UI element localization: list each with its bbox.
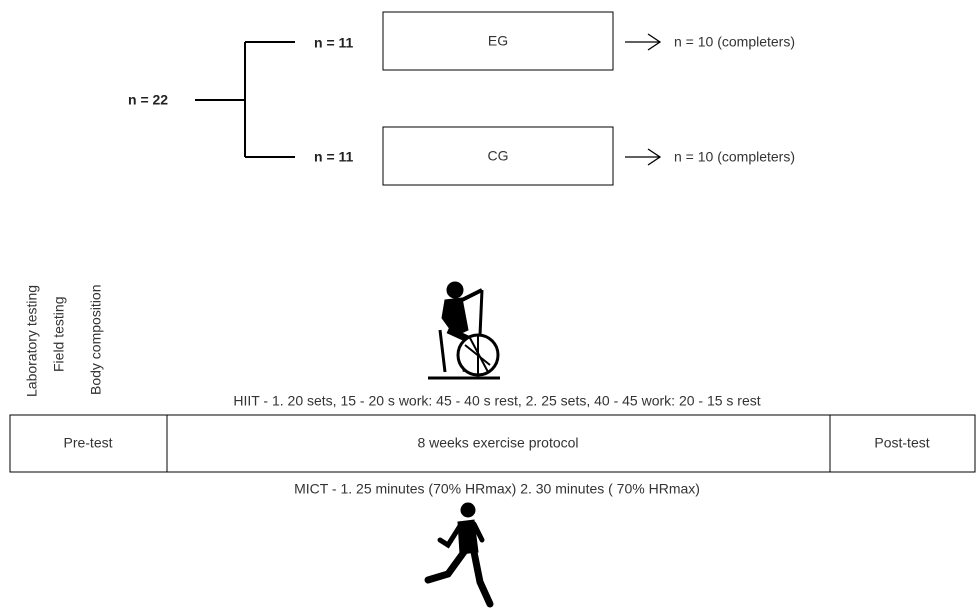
group-outcome: n = 10 (completers) <box>674 34 795 50</box>
group-box <box>382 11 614 71</box>
group-label: EG <box>488 33 508 49</box>
timeline-cell: Post-test <box>874 435 929 451</box>
cell-dividers <box>166 415 831 472</box>
timeline-cell: Pre-test <box>63 435 112 451</box>
measurement: Body composition <box>88 284 104 395</box>
measurement: Laboratory testing <box>24 285 40 397</box>
timeline-cell: 8 weeks exercise protocol <box>417 435 578 451</box>
total-n: n = 22 <box>128 92 168 108</box>
group-box <box>382 126 614 186</box>
group-label: CG <box>488 148 509 164</box>
bike-icon <box>428 281 500 380</box>
group-n: n = 11 <box>314 35 354 51</box>
measurement: Field testing <box>51 297 67 372</box>
hiit-text: HIIT - 1. 20 sets, 15 - 20 s work: 45 - … <box>233 393 760 409</box>
group-outcome: n = 10 (completers) <box>674 149 795 165</box>
arrows <box>625 33 662 166</box>
tree-lines <box>195 41 295 158</box>
timeline-row <box>9 414 976 473</box>
group-n: n = 11 <box>314 149 354 165</box>
mict-text: MICT - 1. 25 minutes (70% HRmax) 2. 30 m… <box>294 481 700 497</box>
runner-icon <box>424 502 494 608</box>
